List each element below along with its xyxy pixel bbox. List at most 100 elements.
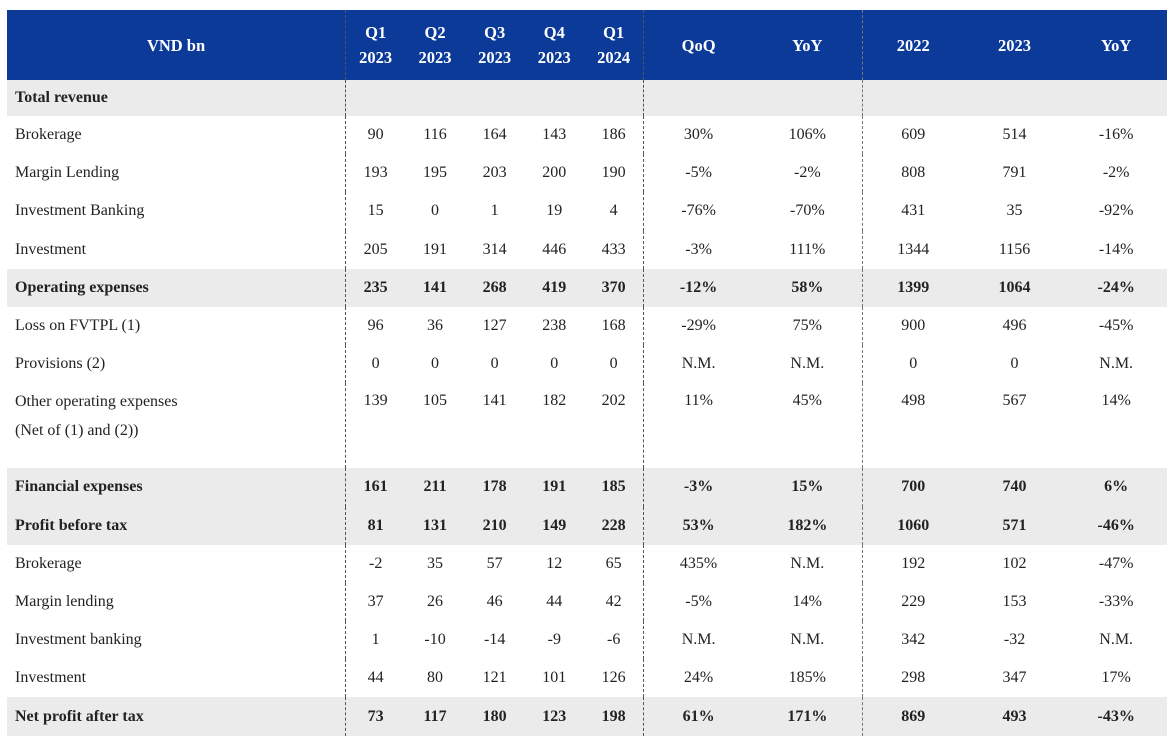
cell-year-2023: 571 [963, 506, 1066, 545]
cell-q4-2023: 44 [524, 582, 585, 622]
cell-q2-2023 [405, 80, 465, 116]
cell-q2-2023: -10 [405, 621, 465, 660]
cell-year-2022: 900 [862, 306, 964, 346]
table-row: Financial expenses 161 211 178 191 185 -3% 15% 7… [7, 468, 1167, 507]
cell-q1-2023: 81 [345, 506, 406, 545]
cell-yoy-annual: N.M. [1065, 345, 1167, 384]
table-header-row: VND bn Q1 2023 Q2 2023 Q3 2023 Q4 2023 Q1 202… [7, 10, 1167, 80]
financial-results-table: VND bn Q1 2023 Q2 2023 Q3 2023 Q4 2023 Q1 202… [7, 10, 1167, 736]
cell-year-2023 [963, 80, 1066, 116]
row-label-text: Financial expenses [15, 478, 143, 496]
table-row: Other operating expenses (Net of (1) and … [7, 383, 1167, 469]
row-label-text: Investment Banking [15, 202, 145, 220]
header-q1-2023: Q1 2023 [345, 10, 406, 80]
cell-q4-2023: 149 [524, 506, 585, 545]
cell-q1-2024: 65 [584, 544, 645, 583]
cell-yoy-annual: -14% [1065, 230, 1167, 269]
cell-q4-2023: 19 [524, 192, 585, 231]
cell-yoy-annual: -16% [1065, 116, 1167, 155]
cell-year-2023: 153 [963, 582, 1066, 622]
cell-q1-2023: 139 [345, 383, 406, 469]
row-label-text: Total revenue [15, 89, 108, 106]
cell-q4-2023: 238 [524, 306, 585, 346]
cell-q4-2023: 12 [524, 544, 585, 583]
cell-year-2023: 567 [963, 383, 1066, 469]
cell-yoy-annual: 14% [1065, 383, 1167, 469]
table-row: Investment 205 191 314 446 433 -3% 111% 1344 1156… [7, 230, 1167, 269]
row-label: Loss on FVTPL (1) [7, 306, 347, 346]
cell-q3-2023: 314 [464, 230, 525, 269]
cell-qoq: -76% [643, 192, 753, 231]
row-label: Brokerage [7, 544, 347, 583]
cell-q1-2023: 37 [345, 582, 406, 622]
cell-qoq: -5% [643, 582, 753, 622]
cell-year-2022: 298 [862, 659, 964, 698]
cell-year-2022: 1344 [862, 230, 964, 269]
header-year-2023: 2023 [963, 10, 1066, 80]
row-label: Brokerage [7, 116, 347, 155]
cell-q4-2023: 143 [524, 116, 585, 155]
cell-q1-2024: 0 [584, 345, 645, 384]
cell-yoy-annual: -46% [1065, 506, 1167, 545]
cell-q2-2023: 36 [405, 306, 465, 346]
cell-year-2022: 808 [862, 154, 964, 193]
cell-yoy-quarter: 45% [752, 383, 863, 469]
table-row: Investment Banking 15 0 1 19 4 -76% -70% 431 35 -9… [7, 192, 1167, 231]
cell-q3-2023: 46 [464, 582, 525, 622]
cell-q1-2024: 42 [584, 582, 645, 622]
row-label: Financial expenses [7, 468, 347, 507]
cell-q2-2023: 211 [405, 468, 465, 507]
cell-year-2023: 35 [963, 192, 1066, 231]
cell-yoy-quarter: -2% [752, 154, 863, 193]
cell-yoy-quarter: 14% [752, 582, 863, 622]
cell-q2-2023: 141 [405, 268, 465, 307]
cell-yoy-annual: -92% [1065, 192, 1167, 231]
row-label: Profit before tax [7, 506, 347, 545]
cell-q4-2023: -9 [524, 621, 585, 660]
cell-qoq: N.M. [643, 621, 753, 660]
cell-yoy-annual: -45% [1065, 306, 1167, 346]
cell-year-2022: 229 [862, 582, 964, 622]
cell-q3-2023: 203 [464, 154, 525, 193]
header-year-2022: 2022 [862, 10, 964, 80]
cell-q1-2023: 205 [345, 230, 406, 269]
row-label-text: Other operating expenses [15, 393, 178, 411]
cell-qoq: 30% [643, 116, 753, 155]
cell-q4-2023: 182 [524, 383, 585, 469]
cell-q4-2023: 0 [524, 345, 585, 384]
cell-q1-2024: 168 [584, 306, 645, 346]
cell-yoy-annual [1065, 80, 1167, 116]
cell-q3-2023: 121 [464, 659, 525, 698]
cell-q4-2023: 446 [524, 230, 585, 269]
cell-yoy-annual: N.M. [1065, 621, 1167, 660]
cell-q1-2024: 370 [584, 268, 645, 307]
cell-qoq: 24% [643, 659, 753, 698]
row-label: Provisions (2) [7, 345, 347, 384]
table-row: Investment 44 80 121 101 126 24% 185% 298 347 17% [7, 659, 1167, 698]
row-label: Operating expenses [7, 268, 347, 307]
cell-yoy-quarter: 111% [752, 230, 863, 269]
cell-q2-2023: 80 [405, 659, 465, 698]
cell-q2-2023: 0 [405, 345, 465, 384]
table-row: Provisions (2) 0 0 0 0 0 N.M. N.M. 0 0 N.M. [7, 345, 1167, 384]
cell-q3-2023: 1 [464, 192, 525, 231]
cell-q1-2024: 126 [584, 659, 645, 698]
row-label: Margin Lending [7, 154, 347, 193]
row-label-text: Investment [15, 240, 87, 258]
row-label: Margin lending [7, 582, 347, 622]
cell-q3-2023: 164 [464, 116, 525, 155]
cell-yoy-quarter: 58% [752, 268, 863, 307]
cell-q1-2023: 161 [345, 468, 406, 507]
cell-q2-2023: 191 [405, 230, 465, 269]
cell-yoy-quarter: 106% [752, 116, 863, 155]
cell-year-2022: 342 [862, 621, 964, 660]
cell-q3-2023: 127 [464, 306, 525, 346]
cell-year-2023: 347 [963, 659, 1066, 698]
table-body: Total revenue Brokerage 90 116 164 143 186 30% 1… [7, 80, 1167, 736]
cell-yoy-annual: -24% [1065, 268, 1167, 307]
cell-q2-2023: 131 [405, 506, 465, 545]
cell-year-2022 [862, 80, 964, 116]
row-label-text: Brokerage [15, 126, 82, 144]
row-label: Investment Banking [7, 192, 347, 231]
header-q2-2023: Q2 2023 [405, 10, 465, 80]
